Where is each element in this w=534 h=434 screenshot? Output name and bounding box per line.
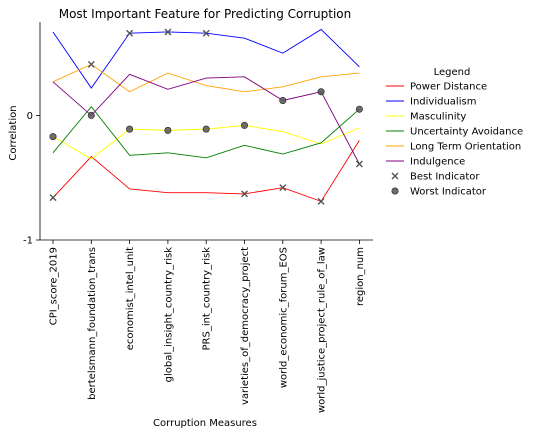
best-indicator-marker [49,194,57,202]
legend-entry: Long Term Orientation [410,142,521,153]
best-indicator-marker [355,160,363,168]
best-indicator-marker [87,60,95,68]
x-tick-label: bertelsmann_foundation_trans [87,247,98,400]
x-axis-label: Corruption Measures [153,418,257,429]
legend-worst-marker [391,187,399,195]
legend-entry: Power Distance [410,82,487,93]
series-line-power-distance [52,140,360,202]
y-axis-label: Correlation [8,105,19,160]
worst-indicator-marker [279,96,287,104]
legend-entry: Indulgence [410,157,465,168]
best-indicator-marker [317,197,325,205]
series-line-indulgence [52,73,360,165]
legend-entry: Individualism [410,97,476,108]
best-indicator-marker [164,28,172,36]
x-tick-label: economist_intel_unit [125,247,136,350]
x-tick-label: varieties_of_democracy_project [240,247,251,405]
x-tick-label: world_justice_project_rule_of_law [317,247,328,413]
legend-best-marker [391,172,399,180]
x-tick-label: CPI_score_2019 [49,247,60,325]
worst-indicator-marker [126,125,134,133]
plot-area: 0 -1 CPI_score_2019 bertelsmann_foundation_… [23,22,373,413]
best-indicator-marker [241,190,248,198]
worst-indicator-marker [355,105,363,113]
worst-indicator-marker [164,126,172,134]
worst-indicator-marker [317,88,325,96]
x-tick-label: world_economic_forum_EOS [278,247,289,388]
legend-entry: Masculinity [410,112,466,123]
worst-indicator-marker [202,125,210,133]
best-indicator-marker [126,29,134,37]
worst-indicator-marker [49,133,57,141]
x-tick-label: global_insight_country_risk [163,247,174,383]
legend-entry: Uncertainty Avoidance [410,127,523,138]
series-line-uncertainty-avoidance [52,105,360,159]
series-line-long-term-orientation [52,63,360,93]
best-indicator-marker [202,29,210,37]
y-tick-label: -1 [23,236,33,247]
best-indicator-marker [279,184,287,192]
chart-title: Most Important Feature for Predicting Co… [59,7,352,21]
worst-indicator-marker [87,111,95,119]
legend-title: Legend [434,67,471,78]
legend-entry: Worst Indicator [410,187,487,198]
worst-indicator-marker [241,121,249,129]
legend: Legend Power Distance Individualism Mascul… [386,67,523,198]
x-tick-label: PRS_int_country_risk [202,247,213,351]
y-tick-label: 0 [27,111,33,122]
x-tick-label: region_num [355,247,366,306]
legend-entry: Best Indicator [410,172,480,183]
